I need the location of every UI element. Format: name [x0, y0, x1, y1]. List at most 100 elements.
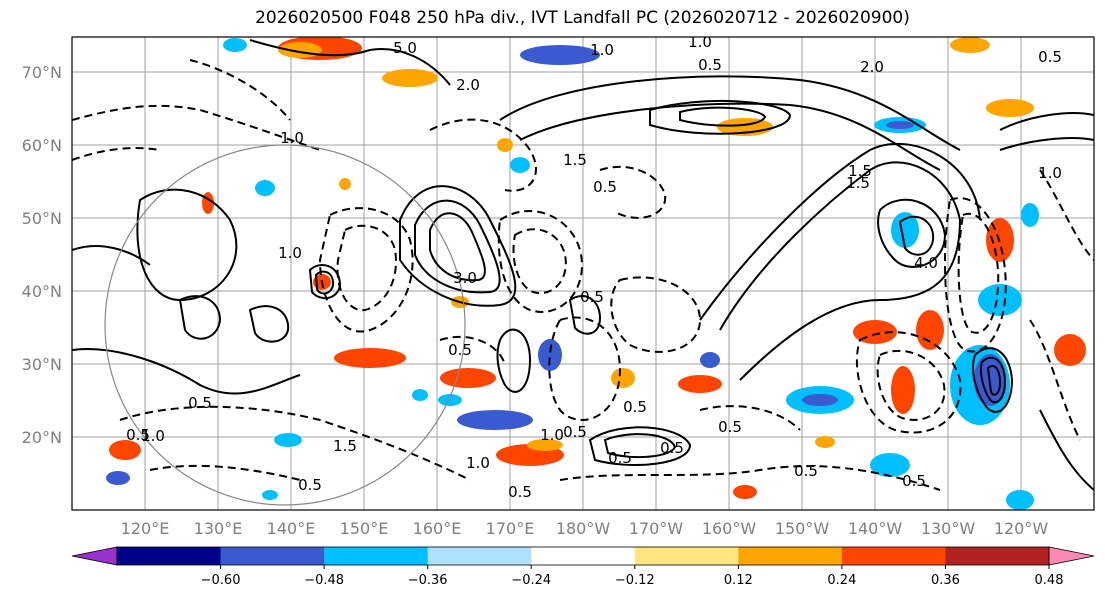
contour-line	[178, 295, 222, 340]
contour-label: 0.5	[794, 462, 818, 480]
shade-patch	[334, 348, 406, 368]
shade-patch	[339, 178, 351, 190]
contour-label: 0.5	[508, 483, 532, 501]
colorbar-tick-label: −0.48	[304, 573, 344, 588]
shade-patch	[1006, 490, 1034, 510]
shade-patch	[520, 45, 600, 65]
contour-label: 0.5	[1038, 48, 1062, 66]
contour-line	[972, 347, 1014, 413]
contour-label: 0.5	[188, 394, 212, 412]
shade-patch	[700, 352, 720, 368]
shade-patch	[106, 471, 130, 485]
contour-line	[1039, 409, 1094, 491]
contour-label: 0.5	[593, 178, 617, 196]
shade-patch	[274, 433, 302, 447]
longitude-label: 160°W	[702, 519, 757, 538]
longitude-label: 140°W	[848, 519, 903, 538]
colorbar-swatch	[634, 547, 739, 565]
longitude-label: 120°W	[994, 519, 1049, 538]
longitude-labels: 120°E 130°E 140°E 150°E 160°E 170°E 180°W 170°W…	[121, 519, 1049, 538]
shade-patch	[255, 180, 275, 196]
colorbar-tick-label: −0.12	[615, 573, 655, 588]
contour-label: 0.5	[718, 418, 742, 436]
contour-label: 1.5	[848, 162, 872, 180]
contour-line	[429, 118, 537, 192]
shade-patch	[223, 38, 247, 52]
shade-patch	[527, 439, 563, 451]
shade-patch	[440, 368, 496, 388]
contour-line	[429, 212, 486, 282]
colorbar-extend-low	[71, 546, 118, 566]
contour-line	[439, 335, 506, 366]
longitude-label: 160°E	[413, 519, 462, 538]
map-title: 2026020500 F048 250 hPa div., IVT Landfa…	[255, 8, 910, 28]
contour-label: 1.5	[333, 437, 357, 455]
contour-label: 0.5	[660, 439, 684, 457]
contour-line	[699, 405, 801, 431]
contour-label: 0.5	[580, 288, 604, 306]
contour-label: 1.0	[688, 33, 712, 51]
shade-patch	[1054, 334, 1086, 366]
map-border	[71, 36, 1095, 511]
shade-patch	[678, 375, 722, 393]
latitude-label: 50°N	[22, 209, 62, 228]
colorbar-swatch	[427, 547, 532, 565]
contour-line	[944, 197, 1007, 353]
colorbar-tick-label: −0.36	[408, 573, 448, 588]
contour-label: 3.0	[453, 269, 477, 287]
contour-line	[719, 161, 962, 381]
contour-line	[149, 464, 301, 481]
contour-line	[610, 276, 702, 353]
contour-line	[588, 426, 692, 466]
map-content: 5.0 1.0 1.00.5 2.02.01.01.50.51.00.53.04.01…	[72, 33, 1094, 510]
colorbar-tick-label: −0.24	[511, 573, 551, 588]
contour-line	[986, 364, 1002, 396]
contour-line	[999, 137, 1094, 151]
colorbar: −0.60 −0.48 −0.36 −0.24 −0.12 0.12 0.24 0.36 0.4…	[71, 546, 1095, 588]
contour-line	[548, 316, 622, 421]
colorbar-tick-label: −0.60	[201, 573, 241, 588]
contour-line	[679, 106, 767, 127]
contour-line	[249, 39, 451, 86]
contour-line	[72, 348, 301, 395]
contour-label: 1.0	[1038, 164, 1062, 182]
longitude-label: 130°E	[194, 519, 243, 538]
shade-patch	[815, 436, 835, 448]
contour-line	[568, 295, 602, 335]
shade-patch	[802, 394, 838, 406]
contour-line	[496, 328, 532, 393]
shade-patch	[950, 37, 990, 53]
contour-label: 2.0	[860, 58, 884, 76]
contour-line	[414, 199, 501, 294]
colorbar-swatch	[841, 547, 946, 565]
colorbar-swatch	[531, 547, 636, 565]
shade-patch	[886, 121, 914, 129]
longitude-label: 150°W	[775, 519, 830, 538]
contour-label: 0.5	[698, 56, 722, 74]
negative-contours	[72, 59, 1094, 491]
longitude-label: 170°E	[486, 519, 535, 538]
shade-patch	[986, 99, 1034, 117]
contour-label: 0.5	[902, 472, 926, 490]
latitude-label: 70°N	[22, 63, 62, 82]
contour-line	[855, 331, 962, 434]
colorbar-swatch	[738, 547, 843, 565]
contour-line	[699, 142, 981, 321]
shade-patch	[978, 284, 1022, 316]
contour-line	[999, 112, 1094, 131]
contour-line	[72, 147, 161, 161]
shade-patch	[262, 490, 278, 500]
contour-label: 0.5	[608, 449, 632, 467]
latitude-label: 20°N	[22, 428, 62, 447]
contour-line	[399, 185, 517, 307]
contour-line	[72, 104, 321, 151]
contour-labels: 5.0 1.0 1.00.5 2.02.01.01.50.51.00.53.04.01…	[126, 33, 1062, 501]
longitude-label: 150°E	[340, 519, 389, 538]
contour-label: 1.0	[141, 427, 165, 445]
contour-line	[979, 356, 1007, 404]
contour-label: 1.0	[280, 129, 304, 147]
contour-line	[1039, 169, 1094, 261]
contour-line	[119, 405, 471, 481]
contour-line	[248, 305, 290, 343]
